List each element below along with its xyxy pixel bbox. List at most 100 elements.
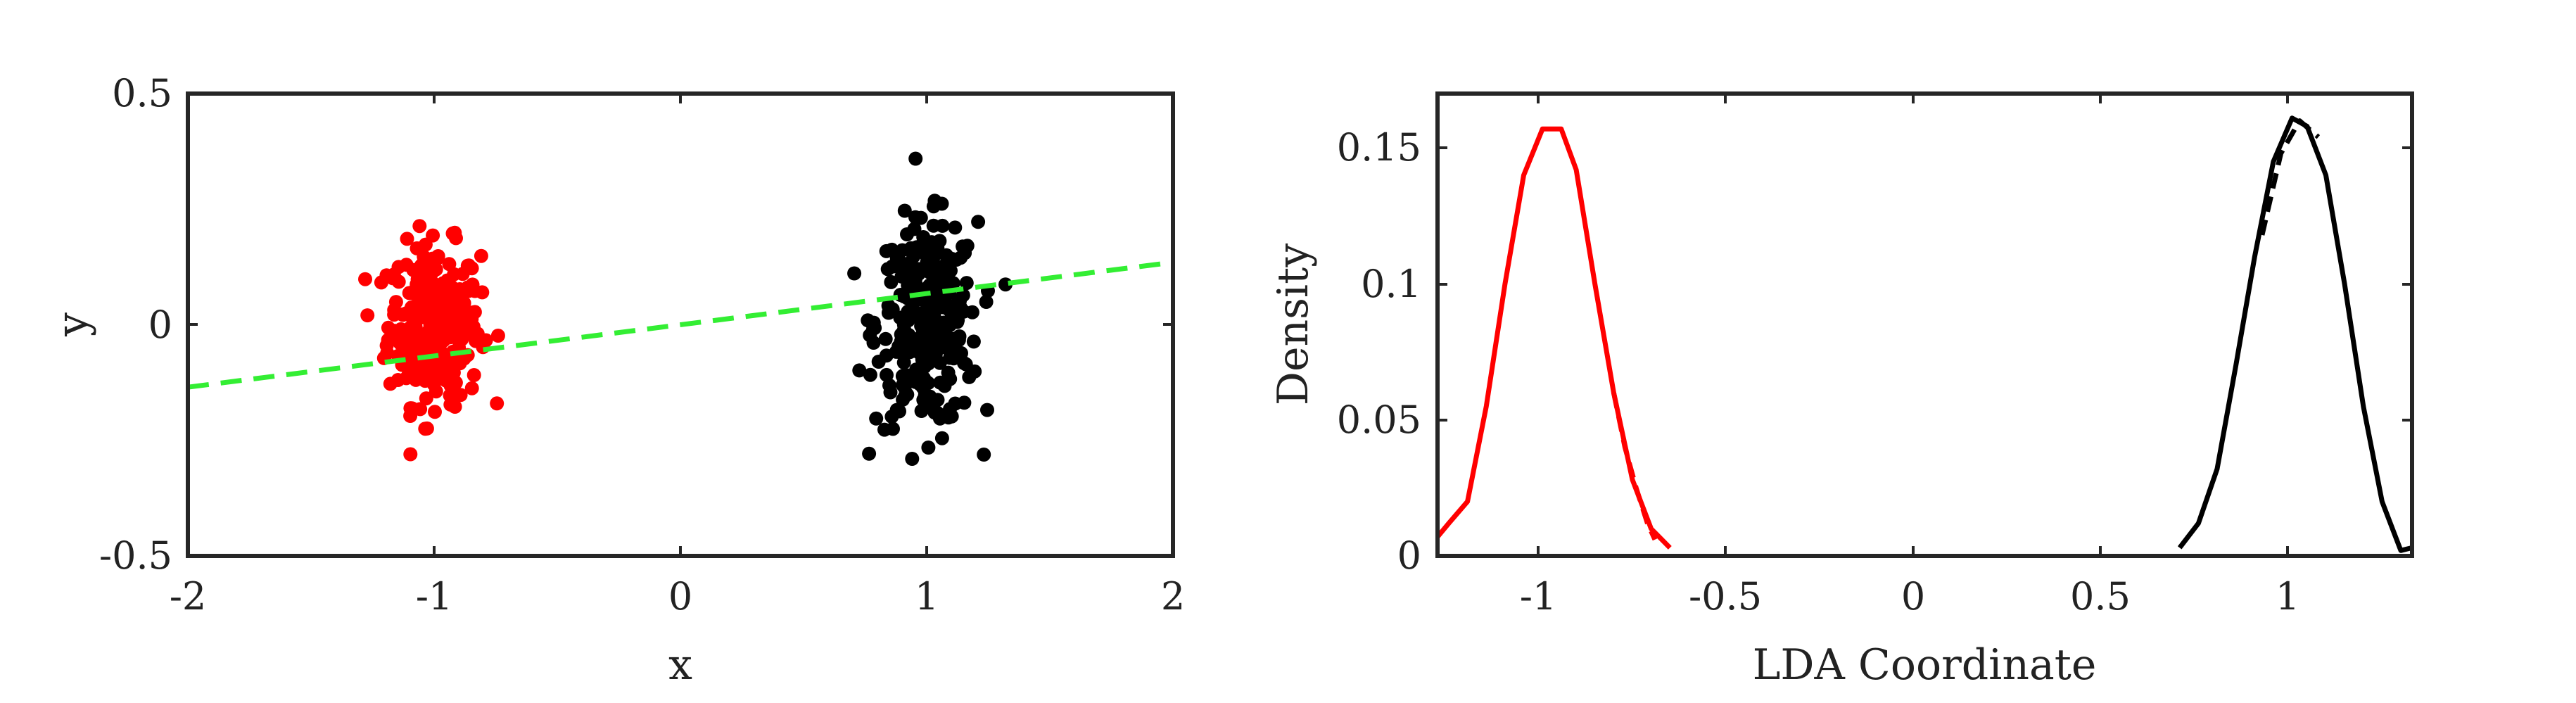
scatter-point-black [926,218,941,233]
scatter-point-red [474,248,488,263]
scatter-point-black [866,336,881,350]
scatter-point-red [400,232,414,246]
scatter-point-black [966,334,981,349]
scatter-point-black [901,340,915,355]
x-tick-label: -0.5 [1689,574,1762,619]
density-curve-red-dashed [1611,392,1658,541]
scatter-point-black [957,356,972,370]
scatter-point-black [934,196,949,211]
density-ticks [1438,94,2412,557]
scatter-point-black [898,286,913,301]
x-tick-label: 1 [2276,574,2299,619]
x-tick-label: 1 [915,574,939,619]
scatter-point-black [904,277,919,291]
scatter-point-black [908,210,922,224]
scatter-point-red [412,219,427,234]
scatter-point-black [979,295,994,309]
scatter-point-red [428,405,442,419]
y-axis-label: y [48,312,97,337]
y-tick-label: 0.05 [1337,398,1421,442]
scatter-point-red [443,388,457,403]
scatter-point-black [977,448,991,462]
scatter-point-red [412,241,426,256]
scatter-point-black [934,431,949,445]
density-curve-red-solid [1435,126,1672,550]
scatter-point-black [948,220,963,235]
scatter-point-black [900,227,914,241]
scatter-point-red [467,368,481,382]
scatter-point-black [886,422,900,436]
scatter-point-black [927,333,941,348]
scatter-point-red [405,401,419,416]
scatter-point-red [386,267,401,282]
scatter-panel: -2 -1 0 1 2 -0.5 0 0.5 x y [48,71,1185,690]
scatter-point-black [927,270,941,284]
scatter-point-red [421,279,436,294]
scatter-point-black [932,355,947,370]
scatter-point-red [432,334,447,349]
y-tick-label: 0.15 [1337,125,1421,170]
scatter-point-black [915,353,929,367]
scatter-point-red [448,375,463,390]
scatter-point-black [862,446,877,461]
x-tick-label: 0 [668,574,692,619]
scatter-point-black [930,291,945,305]
scatter-point-red [453,388,468,403]
scatter-point-red [360,308,375,323]
scatter-point-red [478,333,493,348]
scatter-point-black [847,266,862,281]
scatter-point-red [460,258,475,273]
y-tick-label: 0.1 [1361,262,1421,306]
x-tick-label: -1 [1520,574,1557,619]
scatter-points-group [358,151,1013,466]
scatter-point-red [408,335,423,350]
scatter-point-red [449,231,463,246]
scatter-point-red [448,400,462,414]
scatter-point-black [894,269,909,284]
scatter-point-red [358,272,372,286]
scatter-point-black [879,243,894,258]
scatter-point-black [911,331,925,346]
density-curves-group [1435,115,2413,553]
density-panel: -1 -0.5 0 0.5 1 0 0.05 0.1 0.15 LDA Coor… [1269,91,2414,690]
scatter-point-black [884,274,899,289]
scatter-point-black [941,410,956,425]
x-axis-label: LDA Coordinate [1753,640,2097,690]
x-tick-label: -1 [416,574,453,619]
scatter-point-black [930,405,945,420]
y-tick-label: 0.5 [112,71,172,115]
scatter-point-black [914,404,929,418]
scatter-point-red [469,334,483,348]
scatter-point-black [947,335,962,350]
scatter-point-black [905,452,920,466]
scatter-point-black [933,375,948,390]
scatter-point-red [453,353,468,367]
scatter-point-black [885,259,899,274]
scatter-point-red [419,391,433,406]
scatter-point-black [980,403,994,417]
y-tick-label: 0 [148,303,172,347]
scatter-point-black [883,385,898,400]
scatter-x-ticks [186,92,1174,557]
scatter-point-red [393,336,407,350]
scatter-point-red [393,322,408,336]
scatter-point-black [880,367,894,382]
scatter-point-black [953,251,968,265]
scatter-point-black [906,249,921,264]
scatter-point-black [908,151,923,166]
y-axis-label: Density [1269,243,1318,405]
scatter-point-red [380,346,395,360]
scatter-point-black [901,313,915,328]
x-tick-label: 0.5 [2070,574,2131,619]
x-tick-label: -2 [170,574,207,619]
scatter-point-black [863,367,877,382]
scatter-point-black [967,364,982,379]
scatter-point-red [374,275,388,290]
density-curve-black-dashed [2259,118,2321,236]
scatter-point-red [490,396,505,411]
y-tick-label: -0.5 [99,533,172,578]
scatter-point-black [948,396,963,411]
scatter-point-black [896,378,910,393]
scatter-point-red [448,301,463,316]
